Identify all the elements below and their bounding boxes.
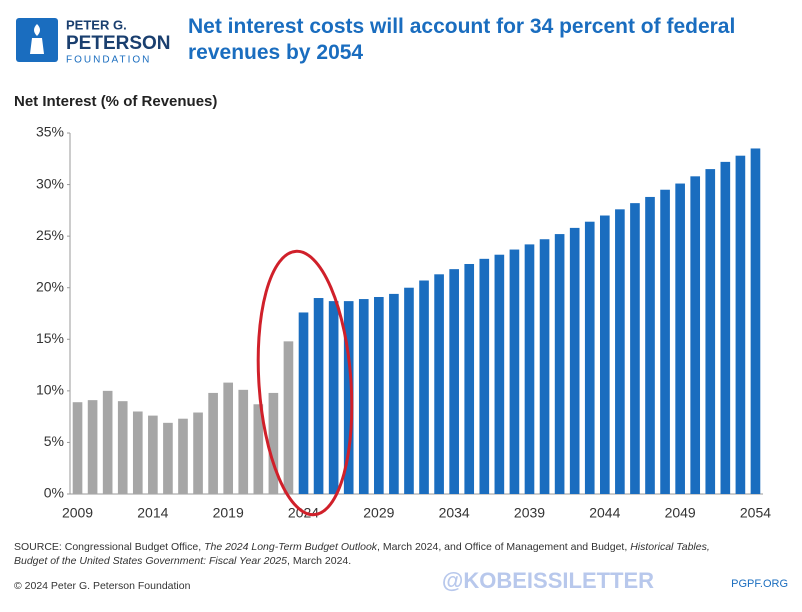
y-tick-label: 5% (44, 433, 64, 449)
bar (539, 239, 550, 494)
bar (223, 382, 234, 494)
source-text: SOURCE: Congressional Budget Office, (14, 541, 205, 553)
bar (328, 301, 339, 494)
bar (479, 258, 490, 494)
bar (404, 287, 414, 494)
bar (464, 263, 475, 494)
bar (720, 161, 731, 494)
y-tick-label: 25% (36, 227, 64, 243)
y-axis-label: Net Interest (% of Revenues) (14, 93, 217, 110)
logo-torch (30, 24, 44, 54)
bar (374, 296, 384, 494)
bar (524, 244, 535, 494)
source-text: , March 2024, and Office of Management a… (377, 541, 631, 553)
bar (313, 298, 324, 494)
bar (238, 389, 249, 494)
x-tick-label: 2029 (363, 505, 394, 521)
bar (148, 415, 158, 494)
bar (343, 301, 354, 494)
bar (193, 412, 203, 494)
bar (268, 392, 279, 494)
title-box: Net interest costs will account for 34 p… (188, 15, 736, 64)
highlight-ellipse (256, 249, 354, 517)
bar (87, 400, 98, 494)
bar (599, 215, 610, 494)
source-box: SOURCE: Congressional Budget Office, The… (14, 540, 794, 568)
bar (630, 203, 640, 494)
y-tick-label: 0% (44, 485, 64, 501)
logo-text: PETER G. (66, 17, 127, 32)
bar (283, 341, 294, 494)
plot: 0%5%10%15%20%25%30%35%2009 2014 2019 2024 20… (36, 124, 771, 521)
x-tick-label: 2049 (665, 505, 696, 521)
bar (569, 227, 580, 495)
bar (584, 221, 595, 494)
source-text: Historical Tables, (630, 541, 710, 553)
bar (494, 254, 505, 494)
bar (675, 183, 685, 495)
bar (132, 411, 143, 494)
logo-text: FOUNDATION (66, 55, 151, 66)
watermark: @KOBEISSILETTER (442, 568, 654, 593)
x-tick-label: 2039 (514, 505, 545, 521)
bar (163, 422, 173, 494)
bar (298, 312, 309, 494)
chart-title: Net interest costs will account for 34 p… (188, 15, 736, 64)
bar (615, 209, 625, 494)
bar (434, 274, 444, 494)
x-tick-label: 2014 (137, 505, 168, 521)
y-tick-label: 30% (36, 175, 64, 191)
y-tick-label: 15% (36, 330, 64, 346)
bar (660, 189, 670, 494)
bar (449, 269, 459, 494)
y-tick-label: 20% (36, 278, 64, 294)
source-text: Budget of the United States Government: … (14, 555, 287, 567)
bar (705, 169, 716, 494)
bar (750, 148, 761, 494)
bar (72, 402, 83, 494)
x-tick-label: 2009 (62, 505, 93, 521)
y-tick-label: 10% (36, 382, 64, 398)
bar (509, 249, 520, 494)
bar (208, 392, 218, 494)
bar (645, 196, 655, 494)
x-tick-label: 2019 (213, 505, 244, 521)
x-tick-label: 2054 (740, 505, 771, 521)
bar (117, 401, 128, 494)
x-tick-label: 2044 (589, 505, 620, 521)
bar (419, 280, 429, 494)
x-tick-label: 2034 (439, 505, 470, 521)
bar (389, 293, 399, 494)
source-text: , March 2024. (286, 555, 352, 567)
bar (102, 390, 113, 494)
bar (178, 418, 188, 494)
bar (735, 155, 746, 495)
logo-text: PETERSON (66, 33, 171, 54)
copyright: © 2024 Peter G. Peterson Foundation (14, 580, 191, 592)
source: SOURCE: Congressional Budget Office, The… (14, 540, 794, 568)
bar (253, 404, 264, 494)
bar (554, 234, 565, 494)
source-text: The 2024 Long-Term Budget Outlook (204, 541, 378, 553)
site: PGPF.ORG (731, 578, 788, 590)
bar (358, 299, 369, 494)
y-tick-label: 35% (36, 124, 64, 140)
bar (690, 176, 701, 494)
